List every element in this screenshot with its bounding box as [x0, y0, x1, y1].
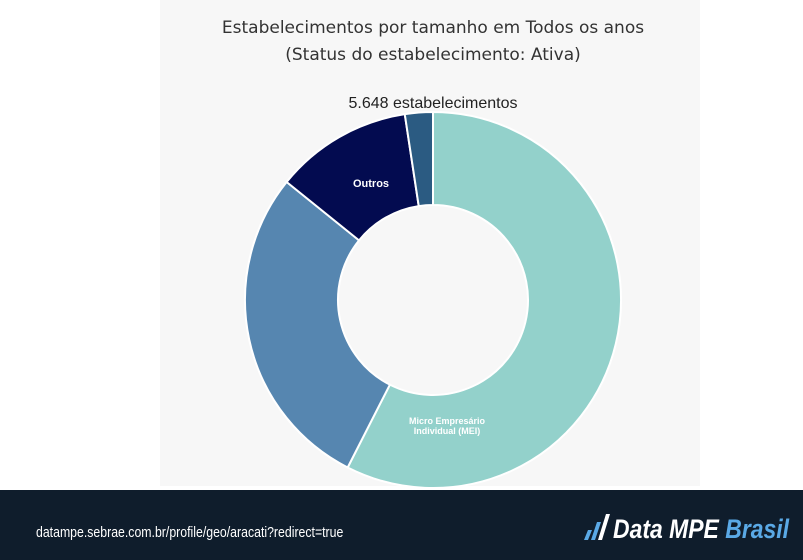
chart-subtitle: (Status do estabelecimento: Ativa) — [285, 45, 581, 65]
slice-label: Outros — [352, 178, 390, 190]
logo-primary: Data MPE — [613, 514, 719, 544]
logo-icon — [584, 514, 610, 540]
chart-title: Estabelecimentos por tamanho em Todos os… — [222, 18, 644, 38]
total-label: 5.648 estabelecimentos — [349, 95, 518, 112]
logo-secondary: Brasil — [725, 514, 790, 544]
donut-slice — [244, 180, 392, 469]
slice-label: Micro Empresário Individual (MEI) — [408, 416, 486, 436]
logo: Data MPE Brasil — [613, 514, 789, 545]
donut-slice — [403, 110, 434, 208]
footer: datampe.sebrae.com.br/profile/geo/aracat… — [0, 490, 803, 560]
footer-url: datampe.sebrae.com.br/profile/geo/aracat… — [36, 524, 344, 541]
donut-slice — [346, 110, 622, 489]
chart: Estabelecimentos por tamanho em Todos os… — [222, 18, 644, 489]
